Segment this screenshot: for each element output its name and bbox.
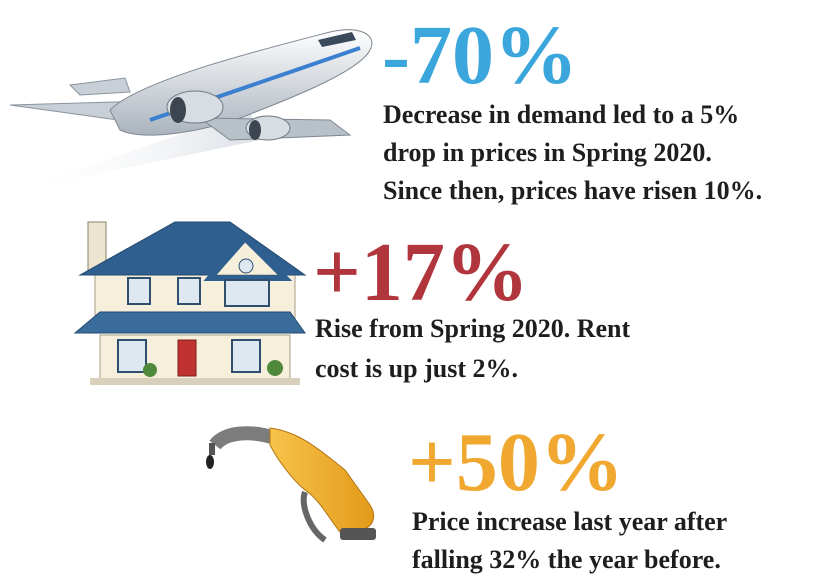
house-icon-part <box>224 279 270 307</box>
house-icon-part <box>177 339 197 377</box>
airplane-icon <box>9 29 373 190</box>
house-icon-part <box>203 233 293 281</box>
airplane-icon-part <box>68 77 131 96</box>
house-icon-part <box>73 311 306 334</box>
house-icon-part <box>90 378 300 385</box>
description-line: falling 32% the year before. <box>412 545 721 574</box>
stat-value: -70% <box>382 9 578 102</box>
description-line: Rise from Spring 2020. Rent <box>315 314 630 343</box>
house-icon-part <box>143 363 157 377</box>
house-icon-part <box>238 258 254 274</box>
stat-value: +17% <box>313 226 529 319</box>
house-icon-part <box>231 339 261 373</box>
airplane-icon-part <box>20 110 260 190</box>
airplane-icon-part <box>249 120 261 140</box>
house-icon-part <box>267 360 283 376</box>
description-line: Decrease in demand led to a 5% <box>383 100 739 129</box>
fuel-nozzle-icon-part <box>209 426 278 450</box>
description-line: Price increase last year after <box>412 507 727 536</box>
description-line: Since then, prices have risen 10%. <box>383 176 762 205</box>
house-icon-part <box>177 277 201 305</box>
description-line: drop in prices in Spring 2020. <box>383 138 712 167</box>
house-icon-part <box>117 339 147 373</box>
fuel-nozzle-icon-part <box>300 490 327 543</box>
stat-value: +50% <box>408 416 624 509</box>
fuel-nozzle-icon-part <box>269 427 375 533</box>
fuel-nozzle-icon-part <box>340 528 376 540</box>
airplane-icon-part <box>170 97 186 123</box>
house-icon-part <box>127 277 151 305</box>
house-icon <box>73 221 307 385</box>
airplane-icon-part <box>318 32 356 47</box>
fuel-nozzle-icon-part <box>206 455 214 469</box>
description-line: cost is up just 2%. <box>315 354 518 383</box>
fuel-nozzle-icon <box>206 426 376 543</box>
